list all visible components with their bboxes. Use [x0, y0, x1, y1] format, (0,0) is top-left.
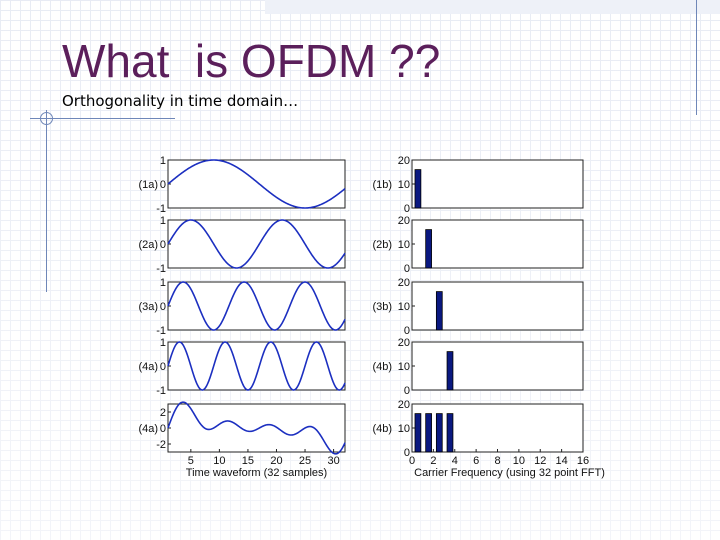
spectrum-xtick-label: 10 [513, 455, 525, 467]
decor-line-right [696, 0, 697, 115]
wave-ytick-label: 1 [160, 277, 166, 289]
wave-ytick-label: -1 [156, 263, 166, 275]
top-decor-band [265, 0, 720, 14]
wave-ytick-label: 0 [160, 361, 166, 373]
spectrum-xtick-label: 14 [556, 455, 568, 467]
spectrum-panel-frame [411, 159, 584, 209]
spectrum-bar [414, 169, 422, 209]
wave-panel-frame [167, 159, 346, 209]
wave-ytick-label: -1 [156, 325, 166, 337]
spectrum-ytick-label: 0 [404, 203, 410, 215]
spectrum-bar [446, 413, 454, 453]
spectrum-panel-frame [411, 219, 584, 269]
wave-panel-label: (1a) [138, 179, 158, 191]
spectrum-xtick-label: 8 [494, 455, 500, 467]
slide-subtitle: Orthogonality in time domain… [62, 92, 299, 110]
spectrum-xtick-label: 2 [430, 455, 436, 467]
spectrum-panel-label: (2b) [372, 239, 392, 251]
wave-ytick-label: 1 [160, 155, 166, 167]
wave-ytick-label: 0 [160, 301, 166, 313]
wave-panel-frame [167, 341, 346, 391]
spectrum-ytick-label: 0 [404, 385, 410, 397]
spectrum-panel-frame [411, 341, 584, 391]
decor-circle [40, 112, 53, 125]
wave-panel-frame [167, 281, 346, 331]
wave-xtick-label: 5 [188, 455, 194, 467]
wave-ytick-label: 0 [160, 423, 166, 435]
waveform-series-line [167, 159, 346, 209]
wave-xtick-label: 30 [327, 455, 339, 467]
waveform-series-line [167, 341, 346, 391]
spectrum-ytick-label: 10 [398, 361, 410, 373]
spectrum-ytick-label: 10 [398, 179, 410, 191]
spectrum-xtick-label: 6 [473, 455, 479, 467]
wave-ytick-label: 2 [160, 407, 166, 419]
spectrum-xtick-label: 0 [409, 455, 415, 467]
spectrum-panel-label: (3b) [372, 301, 392, 313]
spectrum-bar [414, 413, 422, 453]
wave-panel-label: (4a) [138, 361, 158, 373]
wave-ytick-label: 0 [160, 179, 166, 191]
spectrum-ytick-label: 10 [398, 301, 410, 313]
slide-title: What is OFDM ?? [62, 35, 441, 87]
spectrum-ytick-label: 10 [398, 239, 410, 251]
spectrum-bar [425, 229, 432, 269]
spectrum-panel-label: (1b) [372, 179, 392, 191]
wave-ytick-label: -2 [156, 439, 166, 451]
wave-ytick-label: -1 [156, 203, 166, 215]
spectrum-panel-label: (4b) [372, 423, 392, 435]
spectrum-xlabel: Carrier Frequency (using 32 point FFT) [414, 467, 605, 479]
wave-ytick-label: -1 [156, 385, 166, 397]
wave-xtick-label: 20 [270, 455, 282, 467]
wave-xtick-label: 10 [213, 455, 225, 467]
spectrum-ytick-label: 10 [398, 423, 410, 435]
wave-panel-frame [167, 219, 346, 269]
wave-panel-label: (2a) [138, 239, 158, 251]
spectrum-bar [435, 413, 443, 453]
wave-panel-label: (4a) [138, 423, 158, 435]
spectrum-ytick-label: 20 [398, 337, 410, 349]
spectrum-xtick-label: 12 [534, 455, 546, 467]
decor-line-horizontal [30, 118, 175, 119]
waveform-series-line [167, 401, 346, 455]
waveform-series-line [167, 219, 346, 269]
waveform-series-line [167, 281, 346, 331]
spectrum-xtick-label: 16 [577, 455, 589, 467]
spectrum-ytick-label: 20 [398, 215, 410, 227]
spectrum-ytick-label: 20 [398, 155, 410, 167]
wave-panel-label: (3a) [138, 301, 158, 313]
decor-line-vertical [46, 110, 47, 292]
wave-panel-frame [167, 403, 346, 453]
spectrum-ytick-label: 0 [404, 263, 410, 275]
spectrum-bar [446, 351, 454, 391]
spectrum-ytick-label: 20 [398, 399, 410, 411]
spectrum-ytick-label: 0 [404, 325, 410, 337]
spectrum-ytick-label: 20 [398, 277, 410, 289]
wave-xtick-label: 15 [242, 455, 254, 467]
spectrum-panel-label: (4b) [372, 361, 392, 373]
spectrum-bar [425, 413, 432, 453]
spectrum-ytick-label: 0 [404, 447, 410, 459]
wave-xlabel: Time waveform (32 samples) [186, 467, 327, 479]
wave-xtick-label: 25 [299, 455, 311, 467]
wave-ytick-label: 0 [160, 239, 166, 251]
spectrum-xtick-label: 4 [452, 455, 458, 467]
spectrum-bar [435, 291, 443, 331]
wave-ytick-label: 1 [160, 337, 166, 349]
wave-ytick-label: 1 [160, 215, 166, 227]
